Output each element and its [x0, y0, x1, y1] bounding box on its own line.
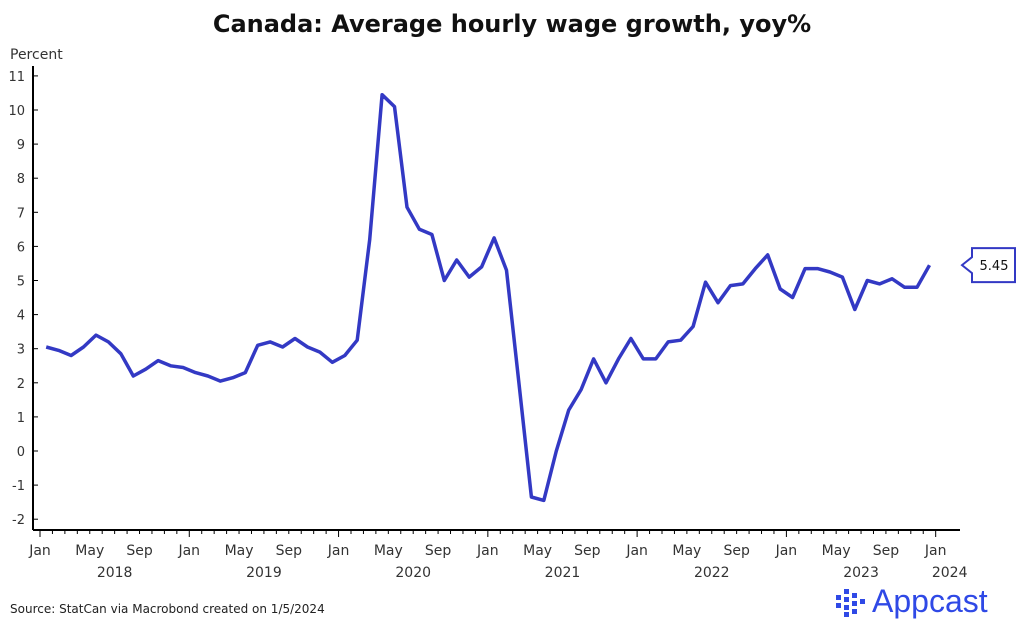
x-tick-label: May — [822, 543, 851, 559]
year-label: 2021 — [545, 565, 581, 581]
x-tick-label: May — [75, 543, 104, 559]
y-axis-label: Percent — [10, 47, 63, 63]
x-tick-label: Jan — [625, 543, 648, 559]
appcast-logo: Appcast — [836, 583, 988, 620]
y-tick-label: 10 — [8, 104, 25, 119]
y-tick-label: -1 — [12, 479, 25, 494]
series-line-path — [45, 92, 932, 503]
y-tick-label: 5 — [17, 275, 25, 290]
y-tick-label: 9 — [17, 138, 25, 153]
x-tick-label: Jan — [327, 543, 350, 559]
y-tick-label: 0 — [17, 445, 25, 460]
appcast-logo-text: Appcast — [872, 583, 988, 619]
year-label: 2022 — [694, 565, 730, 581]
x-tick-label: Sep — [723, 543, 750, 559]
last-value-callout: 5.45 — [960, 247, 1016, 284]
appcast-logo-icon — [836, 588, 865, 617]
y-tick-label: 8 — [17, 172, 25, 187]
x-tick-label: May — [523, 543, 552, 559]
line-chart: Percent -2 -1 0 1 2 3 4 5 6 7 8 9 10 11 Jan May Sep Jan Ma… — [8, 47, 1016, 581]
year-label: 2018 — [97, 565, 133, 581]
year-label: 2019 — [246, 565, 282, 581]
x-tick-label: Jan — [177, 543, 200, 559]
x-tick-label: Jan — [775, 543, 798, 559]
axes: -2 -1 0 1 2 3 4 5 6 7 8 9 10 11 Jan May Sep Jan May Sep Jan M… — [8, 66, 968, 581]
x-tick-label: Sep — [425, 543, 452, 559]
y-tick-label: 4 — [17, 309, 25, 324]
x-tick-label: Sep — [574, 543, 601, 559]
x-tick-label: Jan — [924, 543, 947, 559]
y-tick-label: 1 — [17, 411, 25, 426]
year-label: 2020 — [395, 565, 431, 581]
x-tick-label: Jan — [476, 543, 499, 559]
x-tick-label: Sep — [276, 543, 303, 559]
last-value-label: 5.45 — [980, 259, 1009, 274]
y-tick-label: 11 — [8, 70, 25, 85]
y-tick-label: 6 — [17, 240, 25, 255]
source-note: Source: StatCan via Macrobond created on… — [10, 602, 325, 616]
year-label: 2023 — [843, 565, 879, 581]
x-tick-label: Jan — [28, 543, 51, 559]
y-tick-label: 2 — [17, 377, 25, 392]
y-tick-label: 7 — [17, 206, 25, 221]
y-tick-label: 3 — [17, 343, 25, 358]
year-label: 2024 — [932, 565, 968, 581]
y-tick-label: -2 — [12, 513, 25, 528]
x-tick-label: May — [672, 543, 701, 559]
series-line — [45, 92, 932, 503]
x-tick-label: Sep — [126, 543, 153, 559]
x-tick-label: May — [374, 543, 403, 559]
x-tick-label: Sep — [873, 543, 900, 559]
callout-box — [960, 247, 1016, 284]
x-tick-label: May — [225, 543, 254, 559]
chart-title: Canada: Average hourly wage growth, yoy% — [212, 10, 812, 38]
